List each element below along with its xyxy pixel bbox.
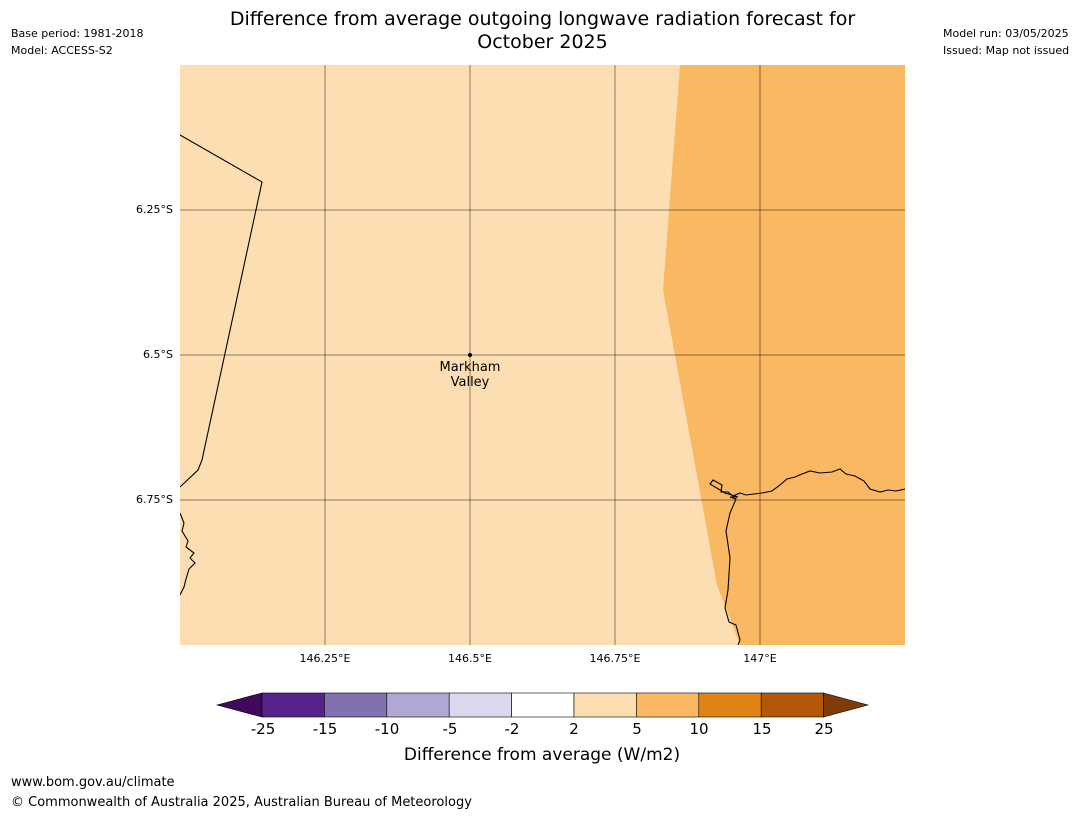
- header-meta-left: Base period: 1981-2018 Model: ACCESS-S2: [11, 25, 143, 59]
- footer-url: www.bom.gov.au/climate: [11, 775, 175, 790]
- y-tick-label-6-25: 6.25°S: [136, 203, 173, 216]
- map-panel: [180, 65, 905, 645]
- colorbar-tick-5: 2: [569, 720, 579, 738]
- map-title-line1: Difference from average outgoing longwav…: [229, 8, 856, 30]
- x-tick-label-146-5: 146.5°E: [448, 652, 492, 665]
- colorbar-bin-5: [511, 692, 575, 718]
- place-label-line1: Markham: [439, 360, 501, 375]
- issued-text: Issued: Map not issued: [943, 44, 1070, 57]
- colorbar: [215, 692, 870, 718]
- colorbar-bin-8: [698, 692, 762, 718]
- colorbar-tick-3: -5: [442, 720, 458, 738]
- colorbar-bin-6: [573, 692, 637, 718]
- model-run-text: Model run: 03/05/2025: [943, 27, 1069, 40]
- place-label: Markham Valley: [420, 360, 520, 390]
- base-period-text: Base period: 1981-2018: [11, 27, 144, 40]
- colorbar-tick-6: 5: [632, 720, 642, 738]
- province-boundary: [180, 134, 263, 488]
- coastline-east: [709, 468, 905, 645]
- colorbar-tick-2: -10: [374, 720, 400, 738]
- footer-copyright: © Commonwealth of Australia 2025, Austra…: [11, 795, 472, 810]
- colorbar-tick-8: 15: [752, 720, 772, 738]
- colorbar-bin-2: [324, 692, 388, 718]
- map-title-line2: October 2025: [477, 31, 608, 53]
- colorbar-tick-7: 10: [689, 720, 709, 738]
- colorbar-extend-high: [823, 692, 870, 718]
- coastline-west: [180, 512, 196, 596]
- y-tick-label-6-5: 6.5°S: [143, 348, 173, 361]
- colorbar-bin-7: [636, 692, 700, 718]
- y-tick-label-6-75: 6.75°S: [136, 493, 173, 506]
- map-title: Difference from average outgoing longwav…: [140, 8, 945, 54]
- model-text: Model: ACCESS-S2: [11, 44, 113, 57]
- colorbar-extend-low: [215, 692, 263, 718]
- x-tick-label-147: 147°E: [743, 652, 777, 665]
- x-tick-label-146-25: 146.25°E: [299, 652, 351, 665]
- colorbar-tick-1: -15: [312, 720, 338, 738]
- colorbar-bin-9: [760, 692, 824, 718]
- place-marker: [468, 353, 472, 357]
- boundaries: [180, 134, 905, 645]
- colorbar-bin-1: [261, 692, 325, 718]
- colorbar-tick-9: 25: [814, 720, 834, 738]
- colorbar-bin-3: [386, 692, 450, 718]
- colorbar-tick-4: -2: [504, 720, 520, 738]
- anomaly-region-5-10: [663, 65, 905, 645]
- header-meta-right: Model run: 03/05/2025 Issued: Map not is…: [943, 25, 1069, 59]
- place-label-line2: Valley: [450, 375, 490, 390]
- colorbar-tick-0: -25: [250, 720, 276, 738]
- x-tick-label-146-75: 146.75°E: [589, 652, 641, 665]
- colorbar-label: Difference from average (W/m2): [403, 745, 681, 765]
- colorbar-bin-4: [448, 692, 512, 718]
